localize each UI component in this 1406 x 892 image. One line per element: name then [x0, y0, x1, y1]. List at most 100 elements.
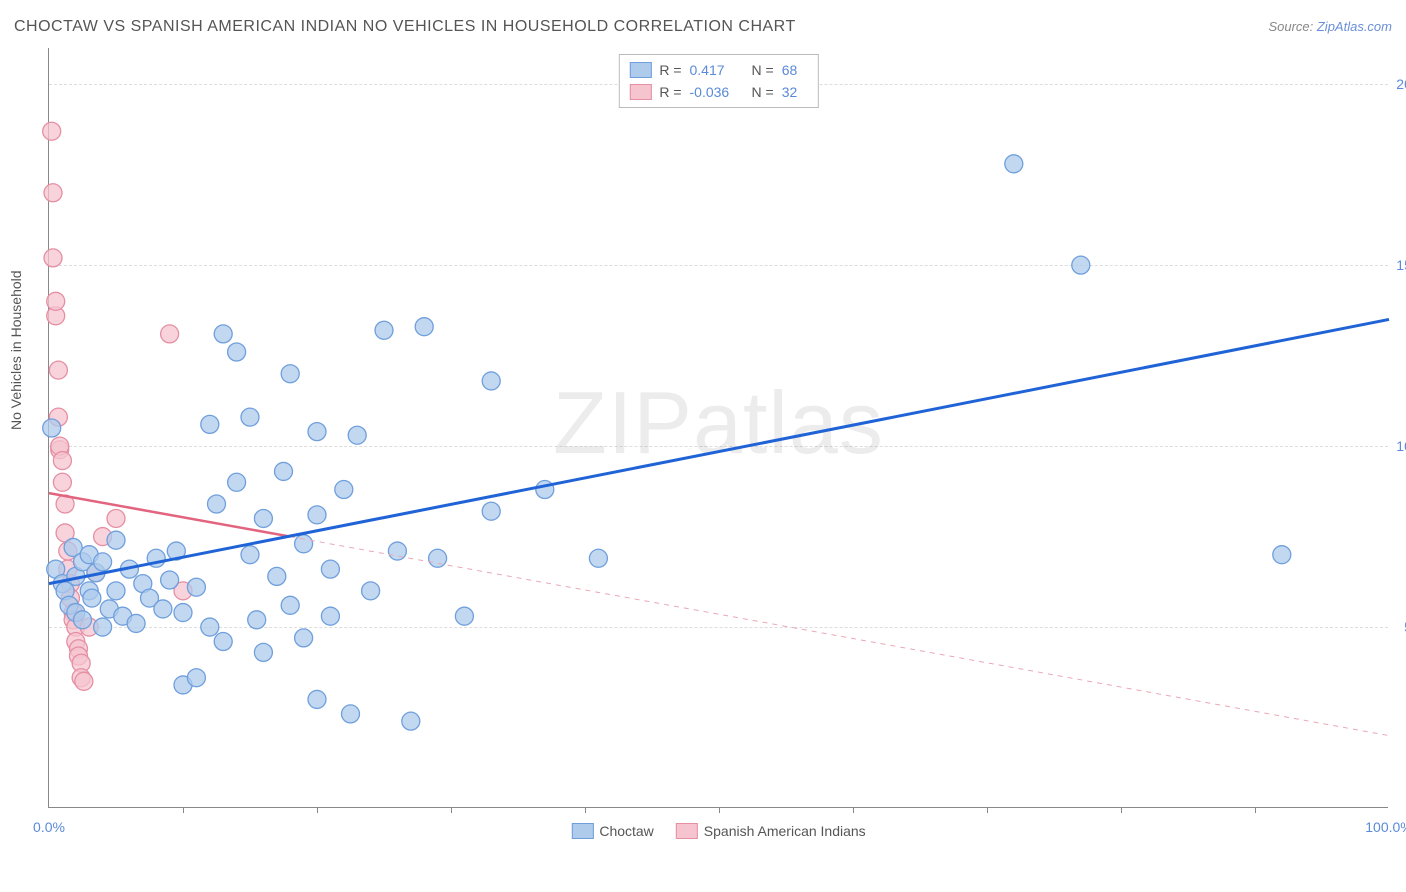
scatter-point: [187, 669, 205, 687]
scatter-point: [161, 571, 179, 589]
r-value: -0.036: [690, 84, 744, 100]
scatter-point: [44, 249, 62, 267]
y-axis-label: No Vehicles in Household: [8, 270, 24, 430]
y-tick-label: 5.0%: [1392, 619, 1406, 635]
x-tick: [183, 807, 184, 813]
scatter-point: [455, 607, 473, 625]
scatter-point: [241, 546, 259, 564]
scatter-point: [308, 690, 326, 708]
scatter-point: [281, 596, 299, 614]
scatter-point: [154, 600, 172, 618]
scatter-point: [201, 618, 219, 636]
scatter-plot-svg: [49, 48, 1388, 807]
scatter-point: [321, 607, 339, 625]
scatter-point: [388, 542, 406, 560]
source-attribution: Source: ZipAtlas.com: [1268, 19, 1392, 34]
scatter-point: [1273, 546, 1291, 564]
chart-plot-area: ZIPatlas R = 0.417 N = 68 R = -0.036 N =…: [48, 48, 1388, 808]
series-legend: Choctaw Spanish American Indians: [571, 823, 865, 839]
scatter-point: [201, 415, 219, 433]
scatter-point: [107, 531, 125, 549]
scatter-point: [589, 549, 607, 567]
scatter-point: [107, 582, 125, 600]
legend-item-spanish: Spanish American Indians: [676, 823, 866, 839]
x-tick-label: 100.0%: [1365, 819, 1406, 835]
legend-row-blue: R = 0.417 N = 68: [629, 59, 807, 81]
scatter-point: [482, 502, 500, 520]
n-value: 68: [782, 62, 808, 78]
scatter-point: [83, 589, 101, 607]
r-label: R =: [659, 62, 681, 78]
scatter-point: [208, 495, 226, 513]
scatter-point: [94, 553, 112, 571]
r-value: 0.417: [690, 62, 744, 78]
scatter-point: [402, 712, 420, 730]
x-tick: [451, 807, 452, 813]
trend-line: [290, 537, 1389, 736]
n-label: N =: [752, 62, 774, 78]
x-tick: [585, 807, 586, 813]
legend-swatch-spanish: [676, 823, 698, 839]
scatter-point: [94, 618, 112, 636]
x-tick: [1255, 807, 1256, 813]
scatter-point: [53, 473, 71, 491]
scatter-point: [43, 419, 61, 437]
r-label: R =: [659, 84, 681, 100]
scatter-point: [348, 426, 366, 444]
scatter-point: [161, 325, 179, 343]
scatter-point: [228, 473, 246, 491]
scatter-point: [241, 408, 259, 426]
scatter-point: [74, 611, 92, 629]
scatter-point: [1072, 256, 1090, 274]
legend-label: Spanish American Indians: [704, 823, 866, 839]
legend-label: Choctaw: [599, 823, 653, 839]
scatter-point: [214, 325, 232, 343]
scatter-point: [295, 535, 313, 553]
scatter-point: [107, 509, 125, 527]
x-tick: [719, 807, 720, 813]
scatter-point: [248, 611, 266, 629]
x-tick: [1121, 807, 1122, 813]
y-tick-label: 15.0%: [1392, 257, 1406, 273]
scatter-point: [335, 481, 353, 499]
n-label: N =: [752, 84, 774, 100]
chart-header: CHOCTAW VS SPANISH AMERICAN INDIAN NO VE…: [14, 18, 1392, 36]
scatter-point: [228, 343, 246, 361]
legend-row-pink: R = -0.036 N = 32: [629, 81, 807, 103]
scatter-point: [127, 614, 145, 632]
scatter-point: [308, 423, 326, 441]
scatter-point: [375, 321, 393, 339]
scatter-point: [49, 361, 67, 379]
x-tick: [317, 807, 318, 813]
x-tick-label: 0.0%: [33, 819, 65, 835]
scatter-point: [254, 509, 272, 527]
legend-swatch-blue: [629, 62, 651, 78]
scatter-point: [321, 560, 339, 578]
scatter-point: [53, 452, 71, 470]
legend-swatch-choctaw: [571, 823, 593, 839]
trend-line: [49, 493, 290, 536]
scatter-point: [1005, 155, 1023, 173]
x-tick: [853, 807, 854, 813]
scatter-point: [281, 365, 299, 383]
scatter-point: [415, 318, 433, 336]
scatter-point: [75, 672, 93, 690]
scatter-point: [362, 582, 380, 600]
y-tick-label: 20.0%: [1392, 76, 1406, 92]
scatter-point: [342, 705, 360, 723]
scatter-point: [254, 643, 272, 661]
legend-swatch-pink: [629, 84, 651, 100]
scatter-point: [482, 372, 500, 390]
scatter-point: [275, 462, 293, 480]
scatter-point: [214, 633, 232, 651]
trend-line: [49, 319, 1389, 583]
scatter-point: [47, 292, 65, 310]
source-prefix: Source:: [1268, 19, 1316, 34]
y-tick-label: 10.0%: [1392, 438, 1406, 454]
scatter-point: [268, 567, 286, 585]
correlation-legend: R = 0.417 N = 68 R = -0.036 N = 32: [618, 54, 818, 108]
chart-title: CHOCTAW VS SPANISH AMERICAN INDIAN NO VE…: [14, 18, 796, 36]
source-link[interactable]: ZipAtlas.com: [1317, 19, 1392, 34]
scatter-point: [187, 578, 205, 596]
scatter-point: [308, 506, 326, 524]
